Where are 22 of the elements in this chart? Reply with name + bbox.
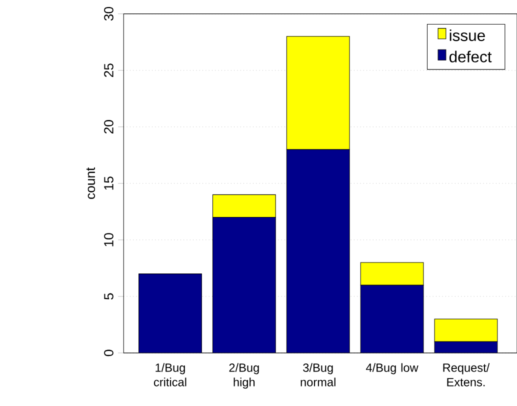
- bar: [212, 194, 276, 218]
- x-tick-label: 1/Bug critical: [154, 363, 186, 386]
- bar: [360, 285, 424, 353]
- y-tick-label: 15: [104, 176, 114, 190]
- x-tick-label: 2/Bug high: [229, 363, 259, 389]
- y-tick-label: 5: [104, 293, 114, 300]
- x-tick-label: 4/Bug low: [366, 363, 418, 374]
- y-tick-label: 25: [104, 63, 114, 77]
- legend-label: defect: [449, 50, 492, 62]
- y-tick-label: 10: [104, 233, 114, 246]
- y-tick-label: 20: [104, 120, 114, 134]
- legend-label: issue: [450, 29, 485, 41]
- bar: [138, 274, 202, 353]
- x-tick-label: 3/Bug normal: [300, 363, 336, 386]
- bar: [360, 262, 424, 286]
- bar: [212, 217, 276, 353]
- x-tick-label: Request/ Extens.: [443, 363, 490, 386]
- y-tick-label: 0: [104, 350, 114, 356]
- bar: [434, 341, 498, 353]
- y-tick-label: 30: [104, 6, 114, 21]
- bar: [286, 149, 350, 353]
- y-axis-title: count: [86, 167, 96, 199]
